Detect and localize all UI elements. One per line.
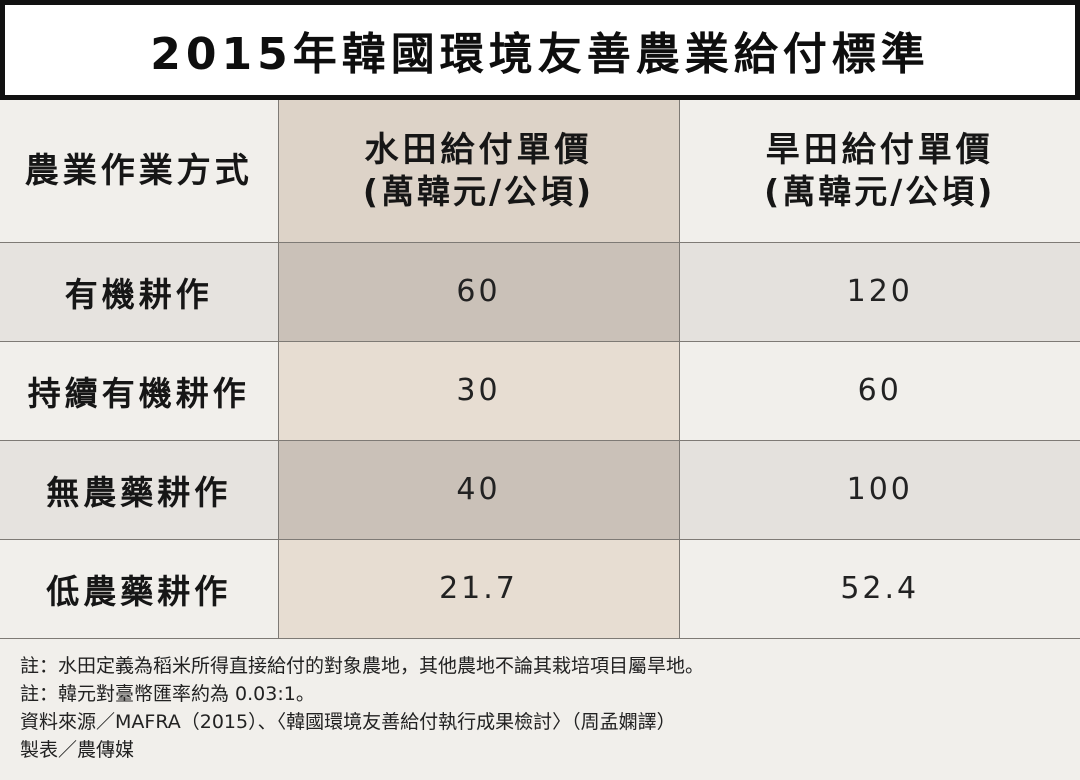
data-table: 農業作業方式 水田給付單價 (萬韓元/公頃) 旱田給付單價 (萬韓元/公頃) 有… (0, 100, 1080, 639)
paddy-value: 30 (456, 373, 501, 408)
header-label: 水田給付單價 (364, 129, 593, 170)
row-label-cell: 低農藥耕作 (0, 539, 279, 639)
dryland-value-cell: 120 (679, 242, 1080, 342)
row-label-cell: 無農藥耕作 (0, 440, 279, 540)
header-label: 旱田給付單價 (765, 129, 994, 170)
dryland-value-cell: 60 (679, 341, 1080, 441)
dryland-value: 120 (846, 274, 913, 309)
row-label: 低農藥耕作 (46, 571, 232, 611)
dryland-value: 52.4 (840, 571, 920, 606)
paddy-value-cell: 21.7 (278, 539, 680, 639)
row-label-cell: 持續有機耕作 (0, 341, 279, 441)
header-row: 農業作業方式 水田給付單價 (萬韓元/公頃) 旱田給付單價 (萬韓元/公頃) (0, 100, 1080, 243)
paddy-value-cell: 60 (278, 242, 680, 342)
paddy-value-cell: 40 (278, 440, 680, 540)
dryland-value-cell: 52.4 (679, 539, 1080, 639)
dryland-value: 100 (846, 472, 913, 507)
footnote: 註：水田定義為稻米所得直接給付的對象農地，其他農地不論其栽培項目屬旱地。 (20, 655, 705, 677)
table-row: 無農藥耕作 40 100 (0, 440, 1080, 540)
source-note: 資料來源／MAFRA（2015）、〈韓國環境友善給付執行成果檢討〉（周孟嫻譯） (20, 711, 676, 733)
row-label-cell: 有機耕作 (0, 242, 279, 342)
header-cell-paddy: 水田給付單價 (萬韓元/公頃) (278, 100, 680, 243)
paddy-value: 60 (456, 274, 501, 309)
footnotes: 註：水田定義為稻米所得直接給付的對象農地，其他農地不論其栽培項目屬旱地。 註：韓… (20, 652, 1070, 764)
row-label: 有機耕作 (64, 274, 213, 314)
paddy-value: 21.7 (439, 571, 518, 606)
table-row: 有機耕作 60 120 (0, 242, 1080, 342)
header-unit: (萬韓元/公頃) (362, 171, 595, 211)
header-label: 農業作業方式 (24, 150, 253, 191)
paddy-value-cell: 30 (278, 341, 680, 441)
table-row: 持續有機耕作 30 60 (0, 341, 1080, 441)
header-cell-method: 農業作業方式 (0, 100, 279, 243)
row-label: 持續有機耕作 (27, 373, 250, 413)
title-bar: 2015年韓國環境友善農業給付標準 (0, 0, 1080, 100)
dryland-value: 60 (857, 373, 902, 408)
dryland-value-cell: 100 (679, 440, 1080, 540)
header-unit: (萬韓元/公頃) (764, 171, 996, 211)
header-cell-dryland: 旱田給付單價 (萬韓元/公頃) (679, 100, 1080, 243)
table-row: 低農藥耕作 21.7 52.4 (0, 539, 1080, 639)
footnote: 註：韓元對臺幣匯率約為 0.03:1。 (20, 683, 315, 705)
row-label: 無農藥耕作 (46, 472, 232, 512)
paddy-value: 40 (456, 472, 501, 507)
credit-note: 製表／農傳媒 (20, 739, 135, 761)
chart-title: 2015年韓國環境友善農業給付標準 (150, 29, 930, 80)
